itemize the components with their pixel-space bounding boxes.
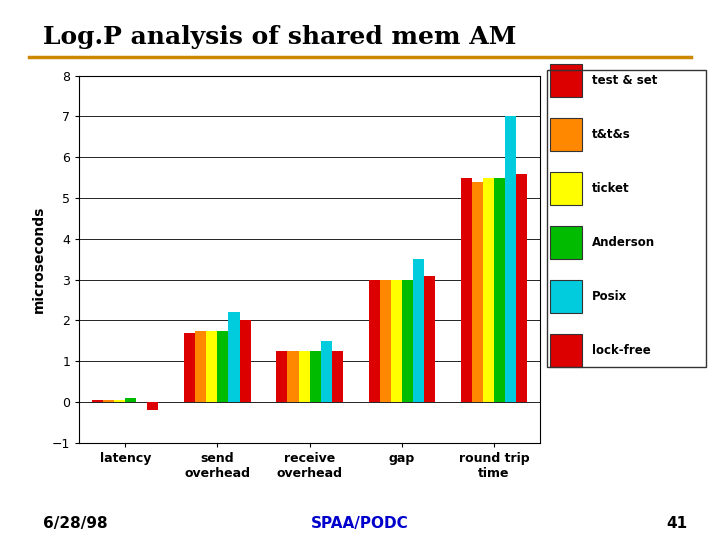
Bar	[472, 181, 483, 402]
Bar	[125, 398, 136, 402]
Bar	[550, 334, 582, 367]
Bar	[550, 172, 582, 205]
Bar	[550, 118, 582, 151]
Bar	[287, 351, 299, 402]
Bar	[369, 280, 379, 402]
Text: Posix: Posix	[592, 290, 627, 303]
Bar	[240, 320, 251, 402]
Bar	[207, 330, 217, 402]
Bar	[195, 330, 207, 402]
Text: 6/28/98: 6/28/98	[43, 516, 108, 531]
Text: 41: 41	[666, 516, 688, 531]
Bar	[379, 280, 391, 402]
Text: Anderson: Anderson	[592, 236, 654, 249]
Bar	[217, 330, 228, 402]
Bar	[516, 173, 527, 402]
Bar	[424, 275, 435, 402]
Bar	[413, 259, 424, 402]
Y-axis label: microseconds: microseconds	[32, 206, 46, 313]
Bar	[402, 280, 413, 402]
Text: lock-free: lock-free	[592, 344, 650, 357]
Bar	[114, 400, 125, 402]
Text: t&t&s: t&t&s	[592, 128, 630, 141]
Bar	[276, 351, 287, 402]
Bar	[391, 280, 402, 402]
Bar	[505, 117, 516, 402]
Bar	[483, 178, 494, 402]
Bar	[92, 400, 103, 402]
Text: Log.P analysis of shared mem AM: Log.P analysis of shared mem AM	[43, 25, 516, 49]
Bar	[228, 312, 240, 402]
Text: SPAA/PODC: SPAA/PODC	[311, 516, 409, 531]
Bar	[461, 178, 472, 402]
Bar	[494, 178, 505, 402]
Bar	[103, 400, 114, 402]
Bar	[550, 280, 582, 313]
Bar	[332, 351, 343, 402]
Text: test & set: test & set	[592, 74, 657, 87]
Bar	[184, 333, 195, 402]
Bar	[550, 64, 582, 97]
Bar	[550, 226, 582, 259]
Text: ticket: ticket	[592, 182, 629, 195]
Bar	[320, 341, 332, 402]
Bar	[299, 351, 310, 402]
Bar	[310, 351, 320, 402]
Bar	[148, 402, 158, 410]
